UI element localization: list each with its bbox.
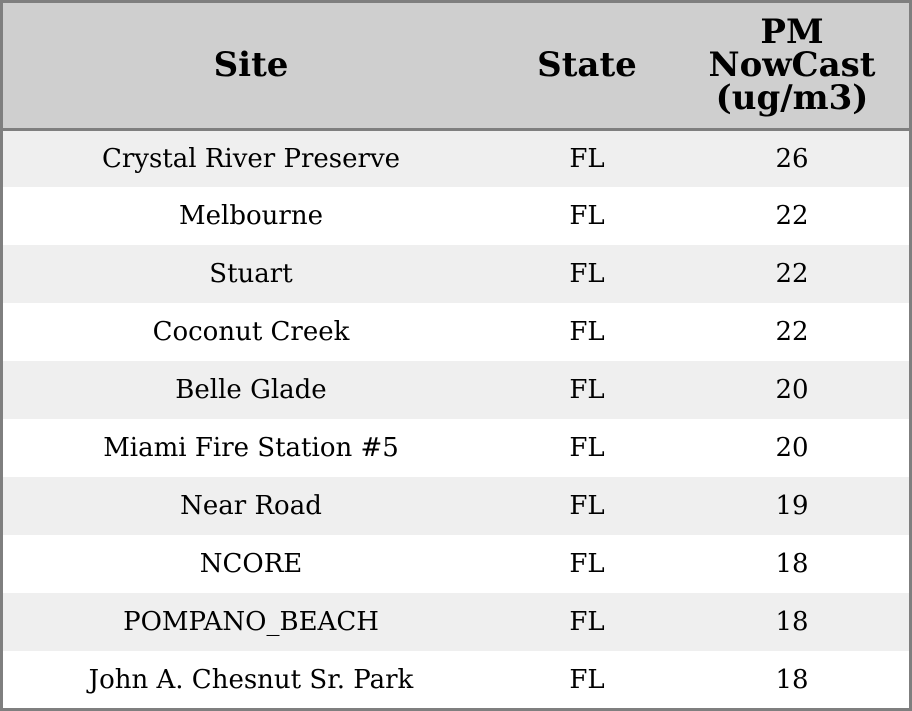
table-row: Crystal River Preserve FL 26 xyxy=(3,129,909,187)
state-cell: FL xyxy=(569,375,605,405)
table-row: Belle Glade FL 20 xyxy=(3,361,909,419)
site-cell: POMPANO_BEACH xyxy=(123,607,379,637)
site-cell: Melbourne xyxy=(179,201,323,231)
site-cell: Near Road xyxy=(180,491,322,521)
state-cell: FL xyxy=(569,317,605,347)
column-header-state: State xyxy=(499,3,675,131)
pm-value-cell: 22 xyxy=(775,317,809,347)
pm-value-cell: 19 xyxy=(775,491,809,521)
table-row: Coconut Creek FL 22 xyxy=(3,303,909,361)
header-pm-line-1: PM xyxy=(760,11,824,52)
table-row: Miami Fire Station #5 FL 20 xyxy=(3,419,909,477)
state-cell: FL xyxy=(569,259,605,289)
site-cell: Miami Fire Station #5 xyxy=(103,433,399,463)
table-row: Stuart FL 22 xyxy=(3,245,909,303)
table-header: Site State PM NowCast (ug/m3) xyxy=(3,3,909,131)
pm-value-cell: 18 xyxy=(775,607,809,637)
state-cell: FL xyxy=(569,433,605,463)
state-cell: FL xyxy=(569,201,605,231)
header-state-line: State xyxy=(537,44,637,85)
state-cell: FL xyxy=(569,143,605,174)
table-row: POMPANO_BEACH FL 18 xyxy=(3,593,909,651)
state-cell: FL xyxy=(569,549,605,579)
pm-value-cell: 22 xyxy=(775,201,809,231)
table-body: Crystal River Preserve FL 26 Melbourne F… xyxy=(3,129,909,708)
pm-nowcast-table: Site State PM NowCast (ug/m3) Crystal Ri… xyxy=(3,3,909,708)
state-cell: FL xyxy=(569,665,605,695)
site-cell: Belle Glade xyxy=(175,375,327,405)
column-header-pm-nowcast: PM NowCast (ug/m3) xyxy=(675,3,909,131)
header-site-line: Site xyxy=(213,44,289,85)
site-cell: Crystal River Preserve xyxy=(101,143,401,174)
header-pm-line-3: (ug/m3) xyxy=(715,77,869,118)
pm-value-cell: 18 xyxy=(775,549,809,579)
table-row: NCORE FL 18 xyxy=(3,535,909,593)
site-cell: Coconut Creek xyxy=(152,317,350,347)
table-row: Melbourne FL 22 xyxy=(3,187,909,245)
pm-value-cell: 22 xyxy=(775,259,809,289)
pm-value-cell: 20 xyxy=(775,375,809,405)
header-row: Site State PM NowCast (ug/m3) xyxy=(3,3,909,131)
pm-value-cell: 26 xyxy=(775,143,809,174)
state-cell: FL xyxy=(569,491,605,521)
pm-value-cell: 20 xyxy=(775,433,809,463)
header-pm-line-2: NowCast xyxy=(708,44,876,85)
site-cell: John A. Chesnut Sr. Park xyxy=(88,665,414,695)
pm-value-cell: 18 xyxy=(775,665,809,695)
table-row: John A. Chesnut Sr. Park FL 18 xyxy=(3,651,909,708)
table-row: Near Road FL 19 xyxy=(3,477,909,535)
state-cell: FL xyxy=(569,607,605,637)
column-header-site: Site xyxy=(3,3,499,131)
site-cell: NCORE xyxy=(199,549,303,579)
site-cell: Stuart xyxy=(209,259,293,289)
